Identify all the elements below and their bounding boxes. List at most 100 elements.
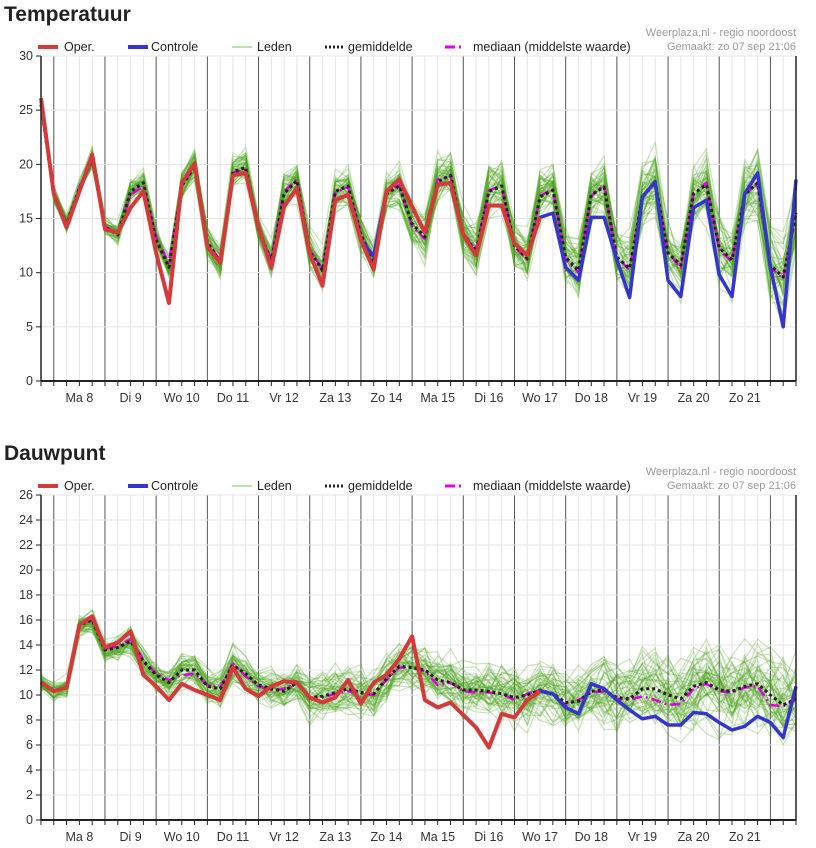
x-day-label: Vr 19: [628, 391, 657, 405]
member-line: [40, 109, 797, 296]
member-line: [40, 107, 797, 282]
x-day-label: Ma 15: [420, 830, 455, 844]
y-tick-label: 22: [19, 538, 33, 552]
member-line: [40, 104, 797, 317]
source-label: Weerplaza.nl - regio noordoost: [646, 28, 796, 39]
x-day-label: Ma 15: [420, 391, 455, 405]
y-tick-label: 4: [26, 763, 33, 777]
y-tick-label: 12: [19, 663, 33, 677]
member-line: [40, 621, 797, 726]
mean-line: [40, 618, 797, 707]
member-line: [40, 103, 797, 295]
y-tick-label: 20: [19, 563, 33, 577]
member-line: [40, 103, 797, 289]
y-tick-label: 16: [19, 613, 33, 627]
x-day-label: Ma 8: [65, 830, 93, 844]
member-line: [40, 626, 797, 721]
member-line: [40, 100, 797, 306]
y-tick-label: 30: [19, 49, 33, 63]
y-tick-label: 0: [26, 813, 33, 827]
x-day-label: Zo 14: [371, 830, 403, 844]
member-line: [40, 106, 797, 279]
member-line: [40, 629, 797, 738]
member-line: [40, 104, 797, 292]
mean-line: [39, 104, 798, 279]
member-line: [40, 101, 797, 291]
x-day-label: Zo 21: [729, 391, 761, 405]
y-tick-label: 18: [19, 588, 33, 602]
x-day-label: Za 20: [678, 391, 710, 405]
x-day-label: Do 11: [217, 830, 249, 844]
member-line: [40, 105, 797, 289]
y-tick-label: 14: [19, 638, 33, 652]
member-line: [40, 618, 797, 719]
x-day-label: Wo 10: [164, 391, 200, 405]
legend-label: Oper.: [64, 40, 95, 54]
member-line: [40, 102, 797, 276]
member-line: [40, 619, 797, 725]
x-day-label: Vr 12: [269, 830, 298, 844]
y-tick-label: 15: [19, 212, 33, 226]
created-label: Gemaakt: zo 07 sep 21:06: [667, 480, 796, 492]
member-line: [40, 623, 797, 726]
y-tick-label: 6: [26, 738, 33, 752]
x-day-label: Do 11: [217, 391, 249, 405]
x-day-label: Za 13: [319, 830, 351, 844]
source-label: Weerplaza.nl - regio noordoost: [646, 467, 796, 478]
x-day-label: Wo 10: [164, 830, 200, 844]
y-tick-label: 10: [19, 266, 33, 280]
member-line: [40, 102, 797, 291]
y-tick-label: 8: [26, 713, 33, 727]
created-label: Gemaakt: zo 07 sep 21:06: [667, 41, 796, 53]
x-day-label: Zo 21: [729, 830, 761, 844]
x-day-label: Ma 8: [65, 391, 93, 405]
legend-label: mediaan (middelste waarde): [473, 479, 631, 493]
legend-label: Leden: [257, 479, 292, 493]
member-line: [40, 106, 797, 301]
y-tick-label: 24: [19, 513, 33, 527]
member-line: [40, 110, 797, 287]
member-line: [40, 618, 797, 734]
x-day-label: Di 9: [119, 830, 141, 844]
x-day-label: Wo 17: [522, 830, 558, 844]
member-line: [40, 622, 797, 717]
y-tick-label: 20: [19, 157, 33, 171]
x-day-label: Za 13: [319, 391, 351, 405]
legend-label: mediaan (middelste waarde): [473, 40, 631, 54]
x-day-label: Vr 12: [269, 391, 298, 405]
member-line: [40, 101, 797, 281]
member-line: [40, 617, 797, 714]
member-line: [40, 104, 797, 278]
member-line: [40, 619, 797, 722]
member-line: [40, 102, 797, 327]
x-day-label: Zo 14: [371, 391, 403, 405]
y-tick-label: 10: [19, 688, 33, 702]
y-tick-label: 5: [26, 320, 33, 334]
y-tick-label: 25: [19, 103, 33, 117]
member-line: [40, 107, 797, 295]
x-day-label: Do 18: [575, 830, 608, 844]
x-day-label: Di 16: [474, 830, 503, 844]
x-day-label: Di 9: [119, 391, 141, 405]
legend-label: gemiddelde: [348, 479, 413, 493]
y-tick-label: 26: [19, 488, 33, 502]
legend-label: Controle: [151, 40, 198, 54]
member-line: [40, 101, 797, 287]
dewpoint-title: Dauwpunt: [4, 442, 106, 465]
temperature-chart: Weerplaza.nl - regio noordoost Gemaakt: z…: [19, 28, 798, 405]
member-line: [40, 102, 797, 316]
member-line: [40, 613, 797, 726]
x-day-label: Za 20: [678, 830, 710, 844]
oper-line: [39, 614, 542, 750]
temperature-title: Temperatuur: [4, 3, 131, 26]
y-tick-label: 2: [26, 788, 33, 802]
legend-label: gemiddelde: [348, 40, 413, 54]
oper-line: [39, 98, 542, 305]
x-day-label: Wo 17: [522, 391, 558, 405]
member-line: [40, 615, 797, 727]
member-line: [40, 627, 797, 719]
x-day-label: Vr 19: [628, 830, 657, 844]
member-line: [40, 109, 797, 300]
legend-label: Leden: [257, 40, 292, 54]
legend-label: Oper.: [64, 479, 95, 493]
